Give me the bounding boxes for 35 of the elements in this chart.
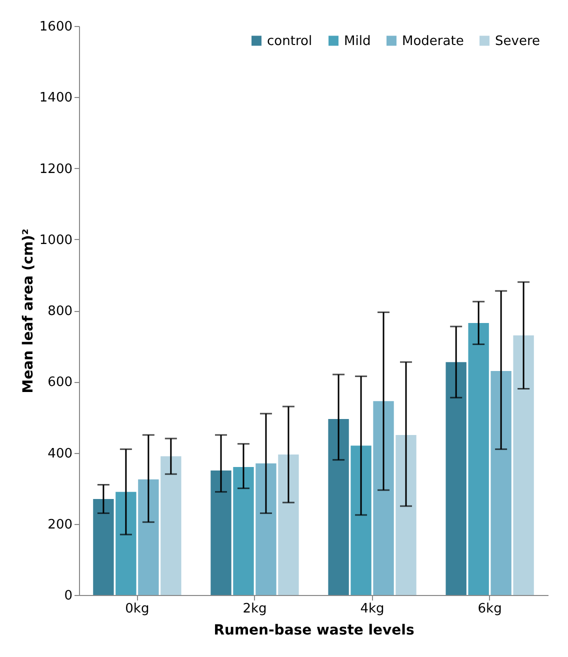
y-axis-title: Mean leaf area (cm)² bbox=[20, 228, 36, 394]
bar bbox=[116, 492, 136, 595]
x-axis-title: Rumen-base waste levels bbox=[214, 622, 414, 638]
x-tick-label: 0kg bbox=[125, 602, 150, 616]
bar bbox=[160, 456, 182, 595]
bar bbox=[256, 463, 276, 595]
bar bbox=[396, 434, 416, 595]
bar bbox=[93, 498, 114, 595]
legend-label: Moderate bbox=[402, 34, 464, 49]
y-tick-label: 1400 bbox=[39, 90, 72, 106]
y-tick-label: 400 bbox=[48, 446, 72, 462]
y-tick-label: 1600 bbox=[39, 20, 72, 34]
y-tick-label: 1200 bbox=[39, 162, 72, 177]
y-tick-label: 0 bbox=[64, 588, 72, 604]
bar bbox=[350, 446, 372, 595]
y-tick-label: 800 bbox=[48, 304, 72, 319]
bar bbox=[490, 370, 512, 595]
bar bbox=[513, 335, 534, 595]
bar bbox=[233, 466, 254, 595]
bar bbox=[373, 401, 394, 595]
bar bbox=[468, 322, 489, 595]
bar bbox=[328, 418, 349, 595]
legend-label: Mild bbox=[344, 34, 371, 49]
y-tick-label: 1000 bbox=[39, 232, 72, 248]
x-tick-label: 4kg bbox=[360, 602, 384, 616]
legend-label: Severe bbox=[495, 34, 540, 49]
x-tick-label: 6kg bbox=[478, 602, 502, 616]
legend-label: control bbox=[267, 34, 312, 49]
bar bbox=[446, 362, 466, 595]
y-tick-label: 200 bbox=[48, 517, 72, 532]
x-tick-label: 2kg bbox=[242, 602, 267, 616]
bar bbox=[138, 479, 159, 595]
y-tick-label: 600 bbox=[48, 375, 72, 390]
bar bbox=[210, 470, 232, 595]
bar bbox=[278, 454, 299, 595]
